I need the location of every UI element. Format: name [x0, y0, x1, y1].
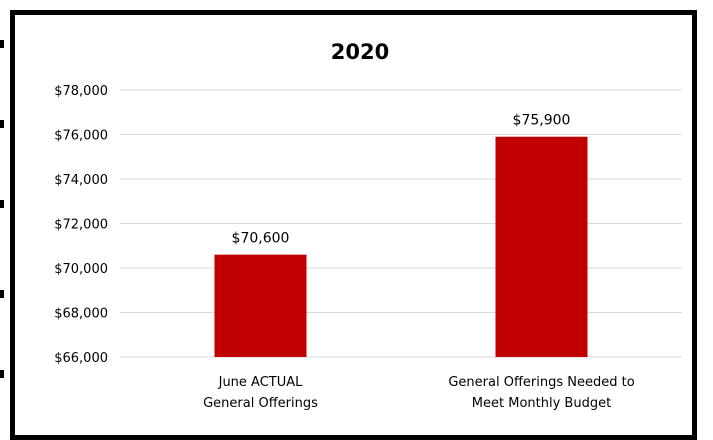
- x-category-label: Meet Monthly Budget: [472, 396, 611, 411]
- edge-mark: [0, 120, 4, 128]
- data-label: $70,600: [232, 231, 290, 247]
- x-category-label: General Offerings: [203, 396, 318, 411]
- chart-title: 2020: [331, 40, 389, 64]
- y-axis-tick-labels: $66,000 $68,000 $70,000 $72,000 $74,000 $76,0…: [54, 84, 108, 366]
- x-category-label: June ACTUAL: [218, 375, 304, 390]
- bar: [495, 136, 588, 357]
- x-category-label: General Offerings Needed to: [448, 375, 634, 390]
- data-label: $75,900: [513, 113, 571, 129]
- edge-mark: [0, 370, 4, 378]
- y-tick-label: $74,000: [54, 173, 108, 188]
- bar: [214, 254, 307, 357]
- y-tick-label: $78,000: [54, 84, 108, 99]
- x-axis-category-labels: June ACTUAL General Offerings General Offe…: [203, 375, 635, 411]
- bars: [214, 136, 588, 357]
- y-tick-label: $76,000: [54, 129, 108, 144]
- y-tick-label: $72,000: [54, 218, 108, 233]
- data-labels: $70,600 $75,900: [232, 113, 571, 247]
- edge-mark: [0, 200, 4, 208]
- gridlines: [120, 89, 682, 358]
- edge-mark: [0, 40, 4, 48]
- y-tick-label: $68,000: [54, 307, 108, 322]
- bar-chart: 2020 $66,000 $68,000 $70,000 $72,000 $74,000…: [54, 40, 682, 411]
- edge-mark: [0, 290, 4, 298]
- y-tick-label: $70,000: [54, 262, 108, 277]
- y-tick-label: $66,000: [54, 351, 108, 366]
